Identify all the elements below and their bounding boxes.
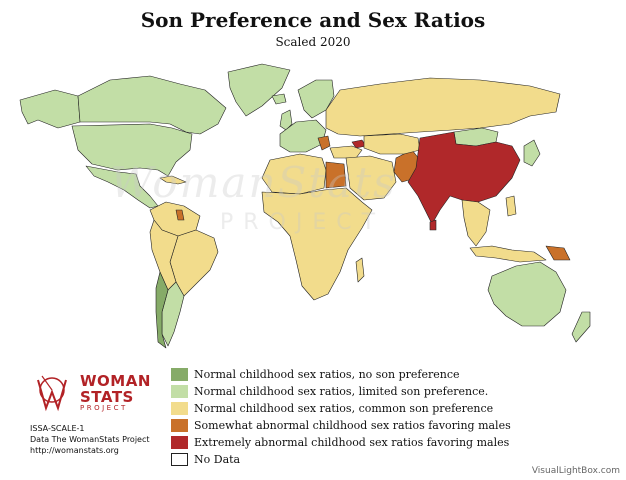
region-north-africa <box>261 153 327 195</box>
legend-swatch <box>171 402 188 415</box>
credits-code: ISSA-SCALE-1 <box>30 424 85 433</box>
legend-swatch <box>171 436 188 449</box>
map-title: Son Preference and Sex Ratios <box>140 8 486 32</box>
womanstats-logo-icon <box>37 375 67 412</box>
legend-swatch <box>171 453 188 466</box>
region-japan <box>523 139 541 167</box>
region-alaska <box>19 89 81 129</box>
region-sub-saharan-africa <box>261 187 373 301</box>
region-usa <box>71 123 193 177</box>
legend-item: Normal childhood sex ratios, common son … <box>171 400 511 417</box>
region-greenland <box>227 63 291 117</box>
legend-item: Normal childhood sex ratios, no son pref… <box>171 366 511 383</box>
legend-label: Normal childhood sex ratios, limited son… <box>194 385 489 398</box>
region-south-asia-tip <box>429 219 437 231</box>
logo-text-project: PROJECT <box>80 404 128 412</box>
region-southeast-asia <box>461 199 491 247</box>
region-mexico <box>85 165 159 209</box>
logo-text-stats: STATS <box>80 388 134 406</box>
world-map <box>19 63 591 349</box>
legend-item: No Data <box>171 451 511 468</box>
region-central-asia <box>363 133 421 155</box>
credits-url: http://womanstats.org <box>30 446 119 455</box>
logo-text-woman: WOMAN <box>80 372 151 390</box>
legend-label: Normal childhood sex ratios, common son … <box>194 402 494 415</box>
legend-item: Normal childhood sex ratios, limited son… <box>171 383 511 400</box>
region-chile <box>155 271 169 349</box>
region-canada <box>77 75 227 135</box>
region-new-zealand <box>571 311 591 343</box>
legend-swatch <box>171 368 188 381</box>
map-legend: Normal childhood sex ratios, no son pref… <box>171 366 511 468</box>
region-balkans <box>317 135 331 151</box>
credits: ISSA-SCALE-1 Data The WomanStats Project… <box>30 423 150 456</box>
region-iceland <box>271 93 287 105</box>
map-watermark: WomanStats <box>110 158 397 207</box>
map-watermark-subtitle: PROJECT <box>220 210 386 235</box>
region-australia <box>487 261 567 327</box>
footer-credit[interactable]: VisualLightBox.com <box>531 466 620 476</box>
region-caribbean <box>159 175 187 185</box>
region-middle-east <box>345 155 397 201</box>
legend-item: Extremely abnormal childhood sex ratios … <box>171 434 511 451</box>
region-papua <box>545 245 571 261</box>
legend-swatch <box>171 385 188 398</box>
region-philippines <box>505 195 517 217</box>
region-scandinavia <box>297 79 335 119</box>
region-egypt <box>325 161 347 189</box>
region-guyana <box>175 209 185 221</box>
legend-label: Extremely abnormal childhood sex ratios … <box>194 436 510 449</box>
region-madagascar <box>355 257 365 283</box>
map-subtitle: Scaled 2020 <box>275 35 351 49</box>
region-indonesia <box>469 245 547 263</box>
legend-label: Normal childhood sex ratios, no son pref… <box>194 368 460 381</box>
legend-swatch <box>171 419 188 432</box>
legend-item: Somewhat abnormal childhood sex ratios f… <box>171 417 511 434</box>
region-russia <box>325 77 561 137</box>
credits-source: Data The WomanStats Project <box>30 435 150 444</box>
region-turkey <box>329 145 363 159</box>
legend-label: No Data <box>194 453 241 466</box>
legend-label: Somewhat abnormal childhood sex ratios f… <box>194 419 511 432</box>
